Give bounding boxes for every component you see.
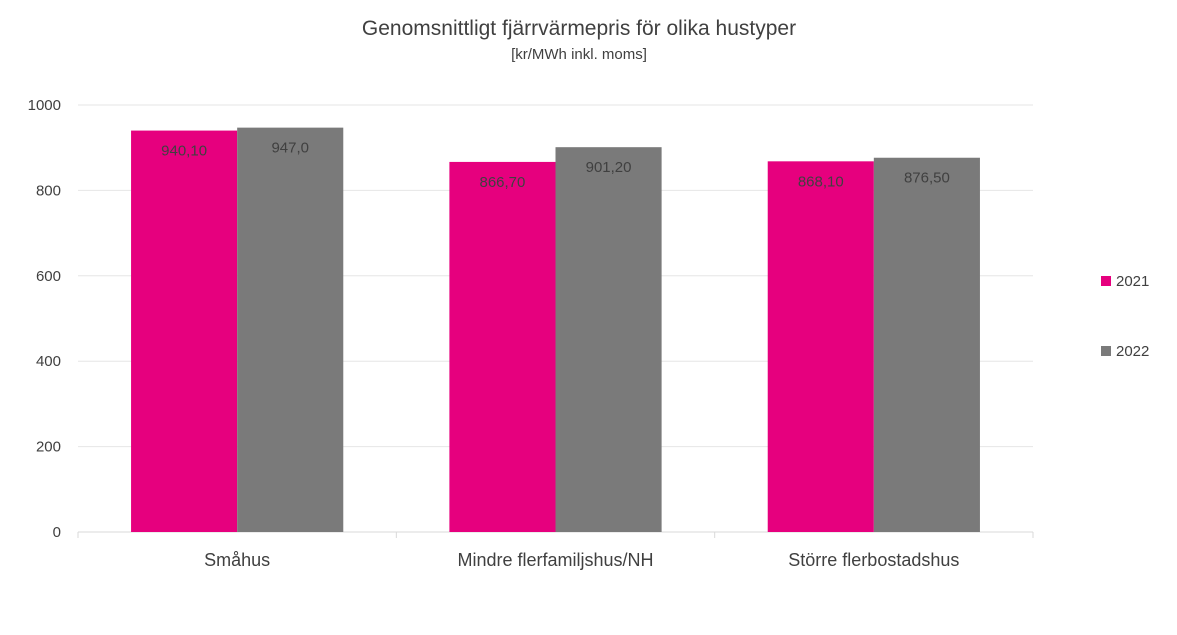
data-label: 876,50 xyxy=(904,170,950,187)
y-axis-ticks: 0 200 400 600 800 1000 xyxy=(28,97,61,541)
legend-label: 2021 xyxy=(1116,273,1149,290)
data-labels: 940,10 947,0 866,70 901,20 868,10 876,50 xyxy=(161,140,950,191)
legend-label: 2022 xyxy=(1116,343,1149,360)
legend-swatch xyxy=(1101,346,1111,356)
y-tick-label: 800 xyxy=(36,182,61,199)
y-tick-label: 0 xyxy=(53,524,61,541)
x-category-label: Större flerbostadshus xyxy=(788,550,959,570)
bar-2021 xyxy=(449,161,556,532)
y-tick-label: 200 xyxy=(36,439,61,456)
data-label: 901,20 xyxy=(586,159,632,176)
chart-title: Genomsnittligt fjärrvärmepris för olika … xyxy=(362,17,796,40)
x-axis-categories: Småhus Mindre flerfamiljshus/NH Större fle… xyxy=(204,550,959,570)
y-tick-label: 400 xyxy=(36,353,61,370)
chart-subtitle: [kr/MWh inkl. moms] xyxy=(511,46,647,63)
bar-2021 xyxy=(131,130,238,532)
legend-swatch xyxy=(1101,276,1111,286)
y-tick-label: 600 xyxy=(36,268,61,285)
legend: 2021 2022 xyxy=(1101,273,1149,360)
bar-2021 xyxy=(767,161,874,533)
y-tick-label: 1000 xyxy=(28,97,61,114)
bar-2022 xyxy=(237,127,344,533)
x-category-label: Mindre flerfamiljshus/NH xyxy=(457,550,653,570)
data-label: 940,10 xyxy=(161,143,207,160)
bars xyxy=(131,127,980,533)
bar-2022 xyxy=(555,147,662,532)
data-label: 868,10 xyxy=(798,173,844,190)
data-label: 866,70 xyxy=(479,174,525,191)
x-category-label: Småhus xyxy=(204,550,270,570)
data-label: 947,0 xyxy=(271,140,309,157)
bar-2022 xyxy=(873,157,980,532)
